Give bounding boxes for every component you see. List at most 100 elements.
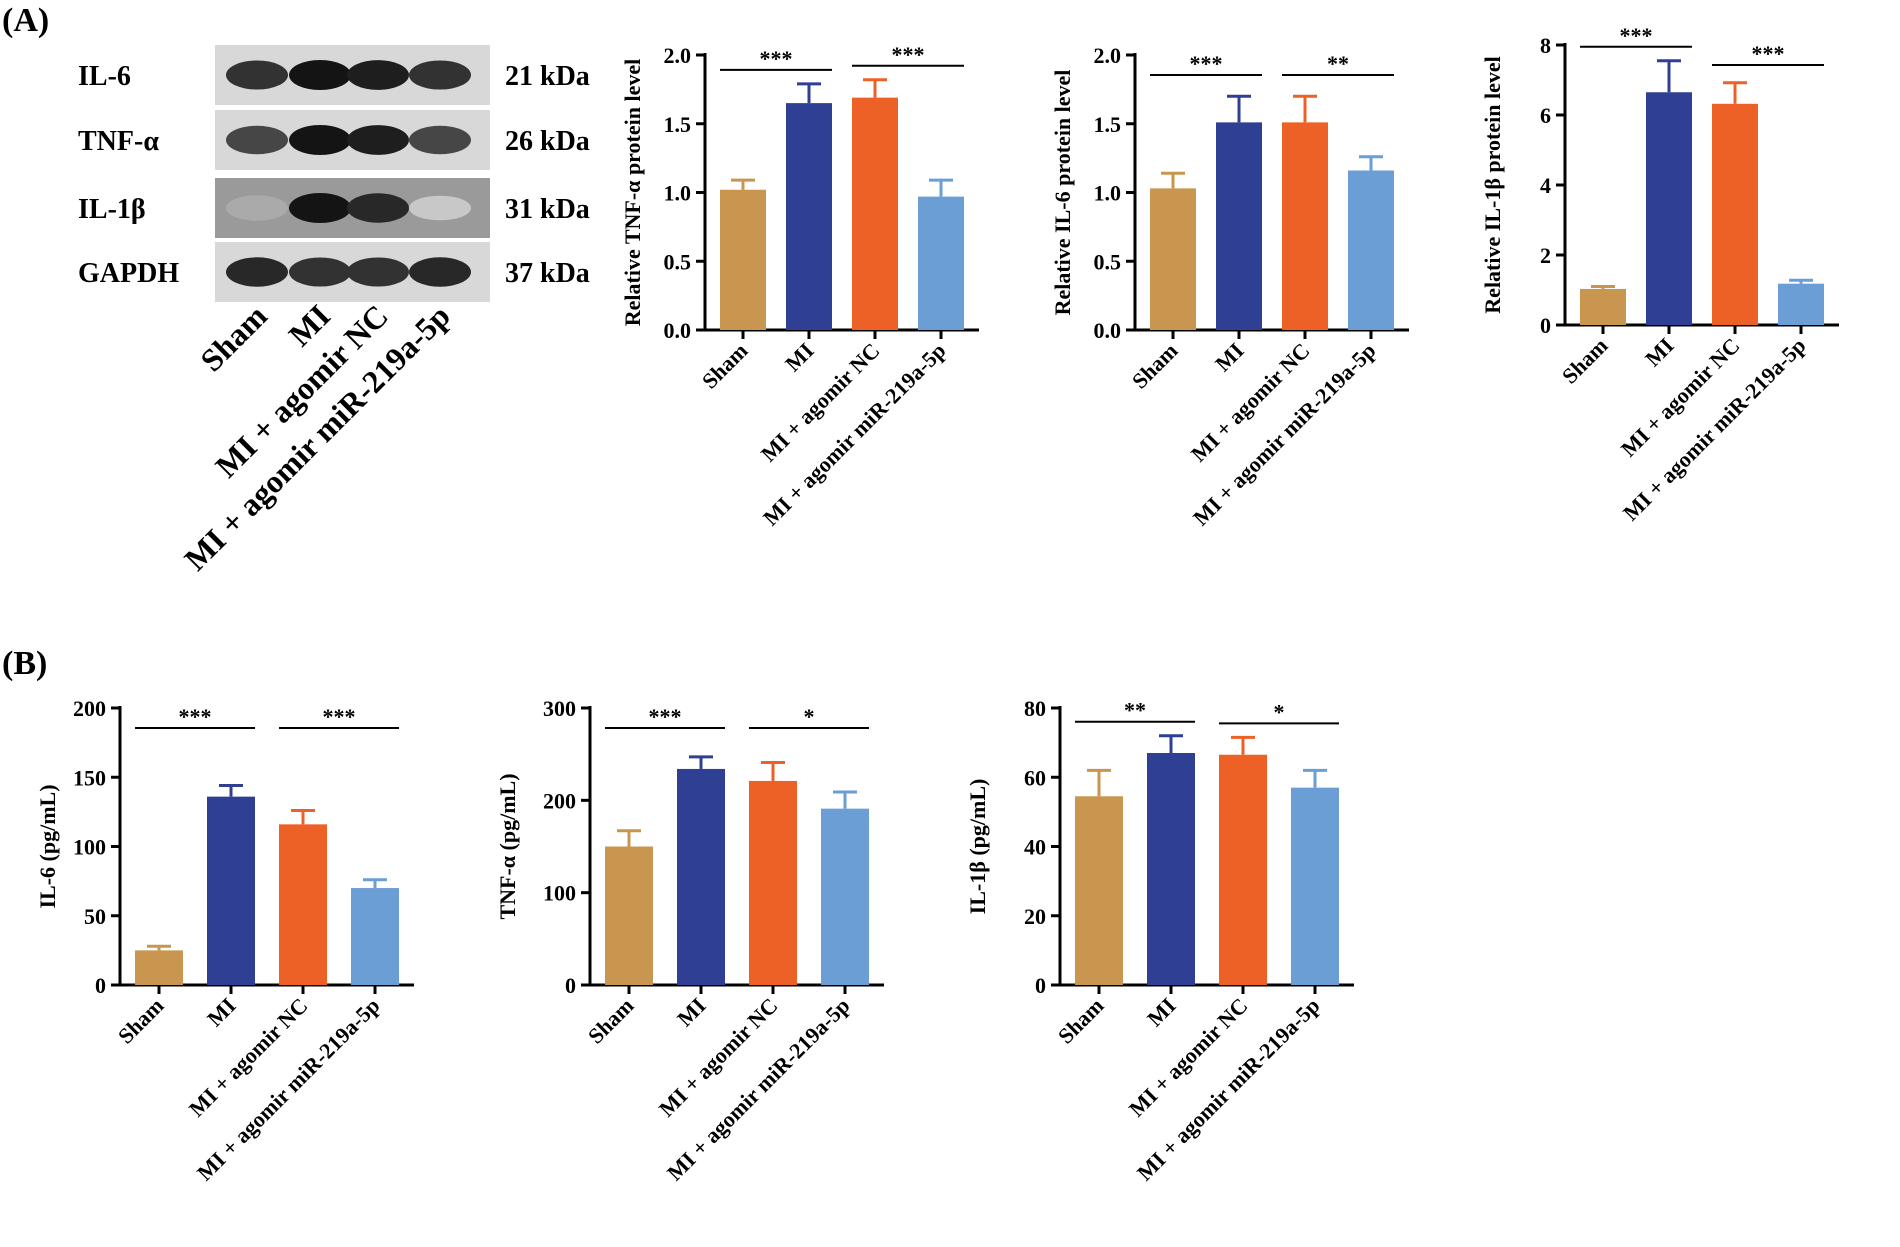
blot-protein-label: TNF-α [78,126,159,157]
chart-il6-protein: 0.0 0.5 1.0 1.5 2.0 Relative IL-6 protein lev… [1050,43,1409,530]
blot-protein-label: GAPDH [78,258,179,289]
significance-label: *** [1752,41,1785,66]
significance-label: *** [179,704,212,729]
y-tick-label: 1.0 [664,181,692,206]
bar-2 [1219,754,1267,985]
y-tick-label: 6 [1540,103,1551,128]
blot-kda-label: 31 kDa [505,194,590,225]
x-tick-label: MI + agomir NC [1186,338,1315,467]
y-axis-label: IL-6 (pg/mL) [35,784,60,908]
bar-2 [1282,122,1328,330]
y-tick-label: 2.0 [1094,43,1122,68]
blot-protein-label: IL-1β [78,194,146,225]
blot-protein-label: IL-6 [78,61,131,92]
y-tick-label: 100 [73,835,106,860]
blot-kda-label: 37 kDa [505,258,590,289]
panel-label-b: (B) [2,645,48,682]
y-tick-label: 1.5 [664,112,692,137]
bar-1 [1147,753,1195,985]
bar-1 [1646,92,1692,325]
blot-band [226,257,288,287]
blot-band [289,125,351,155]
x-tick-label: MI [1142,993,1180,1031]
blot-band [226,60,288,90]
bar-1 [677,768,725,985]
western-blot: IL-6 21 kDa TNF-α 26 kDa IL-1β 31 kDa GAPDH 37 … [78,45,590,577]
significance-label: * [804,704,815,729]
significance-label: *** [323,704,356,729]
y-tick-label: 0.5 [664,249,692,274]
y-tick-label: 1.5 [1094,112,1122,137]
significance-label: *** [1190,51,1223,76]
y-tick-label: 0.5 [1094,249,1122,274]
x-tick-label: Sham [113,993,169,1049]
x-tick-label: MI + agomir NC [756,338,885,467]
bar-0 [720,189,766,330]
y-tick-label: 200 [73,696,106,721]
bar-2 [852,97,898,330]
blot-band [409,60,471,90]
y-axis-label: Relative IL-6 protein level [1050,70,1075,316]
blot-band [289,193,351,223]
blot-kda-label: 21 kDa [505,61,590,92]
y-tick-label: 100 [543,881,576,906]
blot-band [347,60,409,90]
y-tick-label: 200 [543,788,576,813]
bar-3 [351,888,399,985]
bar-1 [1216,122,1262,330]
bar-3 [1291,787,1339,985]
bar-1 [786,103,832,330]
y-axis-label: Relative IL-1β protein level [1480,56,1505,313]
x-tick-label: Sham [1557,333,1613,389]
significance-label: *** [649,704,682,729]
y-tick-label: 0 [1540,313,1551,338]
y-tick-label: 0 [95,973,106,998]
x-tick-label: Sham [697,338,753,394]
y-tick-label: 0.0 [1094,318,1122,343]
bar-3 [918,196,964,330]
panel-label-a: (A) [2,2,50,39]
y-tick-label: 2 [1540,243,1551,268]
y-tick-label: 150 [73,765,106,790]
x-tick-label: MI [1640,333,1678,371]
blot-lane-label: Sham [193,297,274,378]
y-tick-label: 80 [1024,696,1046,721]
blot-band [409,195,471,221]
bar-3 [821,808,869,985]
y-tick-label: 4 [1540,173,1551,198]
significance-label: *** [892,42,925,67]
y-tick-label: 2.0 [664,43,692,68]
bar-2 [749,780,797,985]
y-tick-label: 0 [565,973,576,998]
significance-label: * [1274,699,1285,724]
blot-kda-label: 26 kDa [505,126,590,157]
y-tick-label: 300 [543,696,576,721]
chart-il1b-protein: 0 2 4 6 8 Relative IL-1β protein level Sham MIM… [1480,23,1839,525]
x-tick-label: MI [780,338,818,376]
bar-0 [1580,288,1626,325]
blot-band [347,193,409,223]
blot-band [289,257,351,287]
blot-band [409,125,471,155]
y-tick-label: 8 [1540,33,1551,58]
y-axis-label: TNF-α (pg/mL) [495,773,520,919]
bar-0 [1150,188,1196,330]
y-tick-label: 0.0 [664,318,692,343]
x-tick-label: MI + agomir NC [1616,333,1745,462]
blot-band [226,195,288,221]
blot-band [347,257,409,287]
x-tick-label: MI [672,993,710,1031]
blot-band [409,257,471,287]
bar-3 [1348,170,1394,330]
y-axis-label: Relative TNF-α protein level [620,59,645,326]
significance-label: ** [1124,698,1146,723]
significance-label: *** [760,46,793,71]
x-tick-label: Sham [583,993,639,1049]
x-tick-label: MI [1210,338,1248,376]
bar-3 [1778,283,1824,325]
x-tick-label: Sham [1127,338,1183,394]
bar-2 [279,824,327,985]
